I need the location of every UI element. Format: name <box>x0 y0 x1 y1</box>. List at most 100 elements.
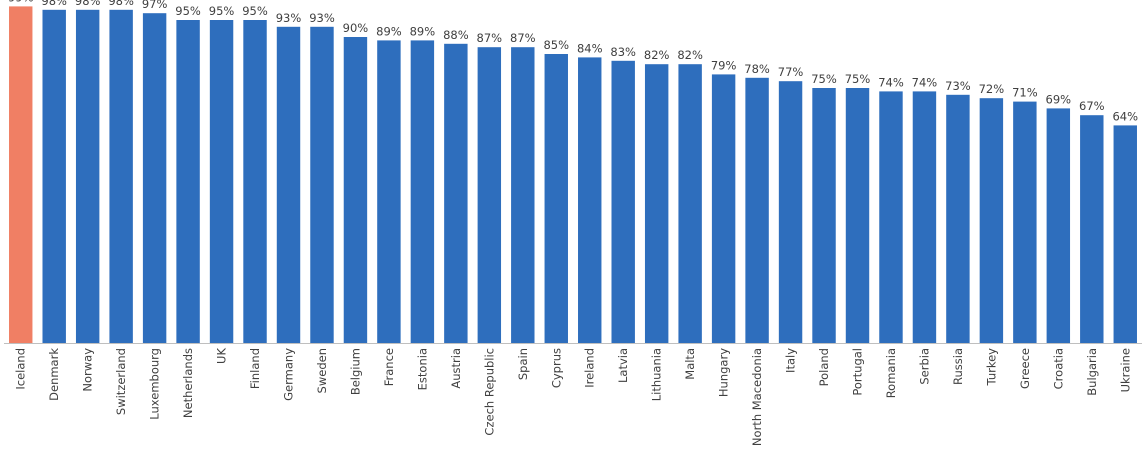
category-label: Portugal <box>851 348 865 396</box>
value-label: 95% <box>242 4 268 18</box>
value-label: 74% <box>912 75 938 89</box>
bar-france <box>377 40 401 344</box>
value-label: 74% <box>878 75 904 89</box>
bar-poland <box>812 88 836 343</box>
category-label: Latvia <box>616 348 630 383</box>
category-label: Greece <box>1018 348 1032 389</box>
bar-portugal <box>845 88 870 343</box>
category-label: Ukraine <box>1118 348 1132 392</box>
category-label: Italy <box>784 348 798 373</box>
category-label: Austria <box>449 348 463 389</box>
category-label: UK <box>215 348 229 364</box>
value-label: 82% <box>644 48 670 62</box>
category-label: Ireland <box>583 348 597 388</box>
value-label: 77% <box>778 65 804 79</box>
category-label: Romania <box>884 348 898 398</box>
value-label: 78% <box>744 62 770 76</box>
value-label: 99% <box>8 0 34 4</box>
bar-lithuania <box>644 64 669 343</box>
category-label: Norway <box>81 348 95 392</box>
bar-czech-republic <box>477 47 502 343</box>
value-label: 67% <box>1079 99 1105 113</box>
value-label: 72% <box>979 82 1005 96</box>
category-label: Poland <box>817 348 831 386</box>
bar-iceland <box>9 6 33 344</box>
bar-croatia <box>1046 108 1071 344</box>
category-label: Netherlands <box>181 348 195 418</box>
value-label: 95% <box>209 4 235 18</box>
category-label: Malta <box>683 348 697 380</box>
category-label: Hungary <box>717 348 731 397</box>
category-label: Belgium <box>348 348 362 395</box>
value-label: 75% <box>811 72 837 86</box>
value-label: 75% <box>845 72 871 86</box>
bar-italy <box>778 81 803 343</box>
value-label: 84% <box>577 41 603 55</box>
value-label: 82% <box>677 48 703 62</box>
bar-switzerland <box>109 9 133 344</box>
value-label: 97% <box>142 0 168 11</box>
category-label: Germany <box>282 348 296 401</box>
bar-turkey <box>979 98 1004 343</box>
value-label: 85% <box>543 38 569 52</box>
category-label: Switzerland <box>114 348 128 415</box>
bar-serbia <box>912 91 937 344</box>
bar-denmark <box>42 9 66 344</box>
bar-belgium <box>343 37 368 343</box>
value-label: 73% <box>945 79 971 93</box>
value-label: 95% <box>175 4 201 18</box>
bar-ukraine <box>1113 125 1137 344</box>
value-label: 79% <box>711 58 737 72</box>
value-label: 98% <box>75 0 101 8</box>
category-label: Czech Republic <box>482 348 496 436</box>
value-label: 69% <box>1046 92 1072 106</box>
value-label: 88% <box>443 28 469 42</box>
category-label: Estonia <box>415 348 429 390</box>
value-label: 98% <box>41 0 67 8</box>
bar-malta <box>678 64 702 343</box>
category-label: Bulgaria <box>1085 348 1099 396</box>
bar-ireland <box>578 57 602 344</box>
category-label: Iceland <box>14 348 28 390</box>
category-label: North Macedonia <box>750 348 764 446</box>
value-label: 93% <box>276 11 302 25</box>
value-label: 89% <box>376 24 402 38</box>
category-label: Lithuania <box>650 348 664 401</box>
value-label: 71% <box>1012 86 1038 100</box>
bar-sweden <box>310 26 334 344</box>
bar-bulgaria <box>1080 115 1104 343</box>
value-label: 87% <box>477 31 503 45</box>
bar-estonia <box>410 40 435 344</box>
bar-greece <box>1013 101 1037 343</box>
category-label: Serbia <box>917 348 931 385</box>
bars-group <box>9 6 1137 344</box>
bar-finland <box>243 20 267 343</box>
value-label: 93% <box>309 11 335 25</box>
category-label: Spain <box>516 348 530 380</box>
bar-spain <box>511 47 535 343</box>
bar-north-macedonia <box>745 77 769 344</box>
category-label: France <box>382 348 396 386</box>
bar-latvia <box>611 60 635 344</box>
category-label: Finland <box>248 348 262 389</box>
bar-germany <box>276 26 301 344</box>
bar-romania <box>879 91 903 344</box>
bar-norway <box>75 9 100 344</box>
bar-cyprus <box>544 54 568 343</box>
bar-hungary <box>711 74 736 344</box>
category-label: Russia <box>951 348 965 385</box>
category-label: Turkey <box>984 348 998 387</box>
value-label: 90% <box>343 21 369 35</box>
category-labels-group: Iceland Denmark Norway Switzerland Luxembour… <box>14 348 1133 447</box>
value-label: 98% <box>108 0 134 8</box>
value-labels-group: 99% 98% 98% 98% 97% 95% 95% 95% 93% 93% 90% 89% 89% 8… <box>8 0 1138 123</box>
category-label: Cyprus <box>549 348 563 388</box>
category-label: Luxembourg <box>148 348 162 420</box>
bar-uk <box>209 20 234 343</box>
category-label: Sweden <box>315 348 329 393</box>
value-label: 87% <box>510 31 536 45</box>
bar-netherlands <box>176 20 200 343</box>
value-label: 83% <box>610 45 636 59</box>
bar-russia <box>946 94 970 343</box>
